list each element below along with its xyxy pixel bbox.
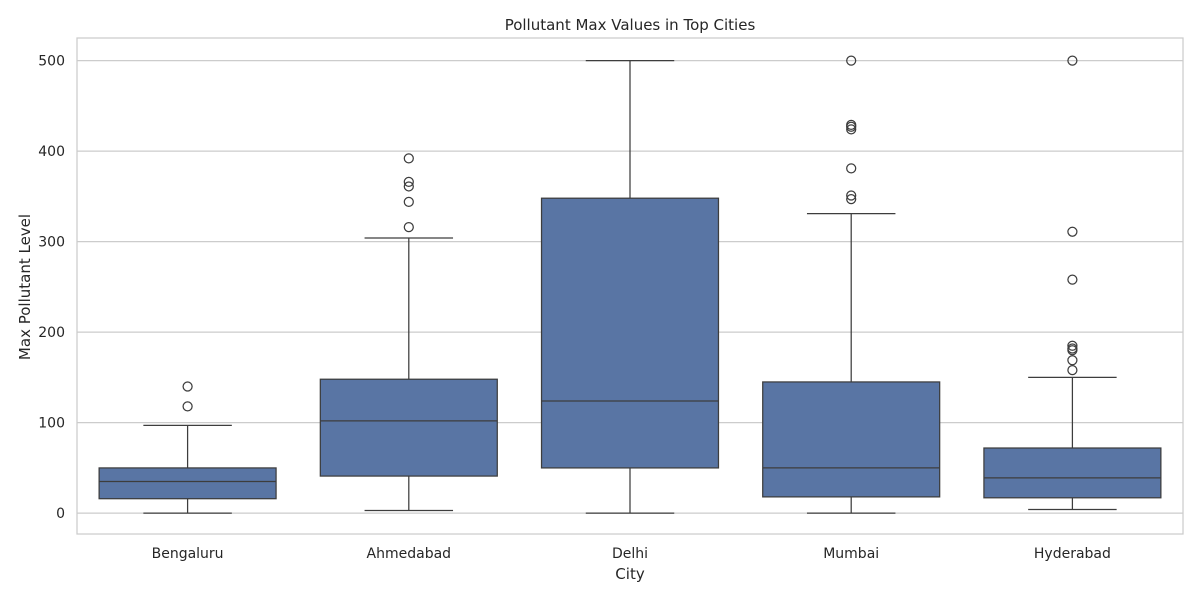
x-tick-labels: Bengaluru Ahmedabad Delhi Mumbai Hyderabad: [152, 546, 1111, 562]
box-mumbai: [762, 55, 941, 514]
outlier-point: [1067, 55, 1078, 66]
box-hyderabad: [983, 55, 1162, 511]
outlier-point: [846, 124, 857, 135]
x-tick-label: Hyderabad: [1034, 546, 1111, 562]
outlier-point: [1067, 343, 1078, 354]
outlier-point: [403, 176, 414, 188]
boxes: [98, 55, 1162, 514]
box-delhi: [540, 60, 720, 514]
outlier-point: [403, 153, 414, 164]
box-iqr: [319, 378, 498, 477]
outlier-point: [1067, 355, 1078, 366]
outlier-point: [846, 193, 857, 205]
y-axis-label: Max Pollutant Level: [16, 214, 34, 360]
box-iqr: [983, 447, 1162, 499]
outlier-point: [846, 119, 857, 131]
x-axis-label: City: [615, 565, 645, 583]
outlier-point: [182, 401, 193, 412]
outlier-point: [1067, 365, 1078, 376]
outlier-point: [1067, 340, 1078, 351]
y-tick-label: 500: [38, 54, 65, 70]
outlier-point: [846, 190, 857, 201]
outlier-point: [846, 163, 857, 174]
outlier-point: [182, 381, 193, 392]
box-iqr: [540, 197, 720, 469]
outlier-point: [403, 196, 414, 207]
box-bengaluru: [98, 381, 277, 514]
y-tick-label: 0: [56, 506, 65, 522]
plot-frame: [76, 37, 1184, 535]
y-tick-label: 400: [38, 144, 65, 160]
x-tick-label: Delhi: [612, 546, 648, 562]
outlier-point: [403, 222, 414, 233]
y-tick-label: 100: [38, 416, 65, 432]
y-tick-label: 200: [38, 325, 65, 341]
y-tick-label: 300: [38, 235, 65, 251]
outlier-point: [1067, 274, 1078, 285]
box-iqr: [98, 467, 277, 500]
x-tick-label: Ahmedabad: [367, 546, 452, 562]
chart-title: Pollutant Max Values in Top Cities: [505, 16, 756, 34]
y-tick-labels: 0 100 200 300 400 500: [38, 54, 65, 523]
outlier-point: [403, 181, 414, 192]
outlier-point: [1067, 226, 1078, 237]
x-tick-label: Bengaluru: [152, 546, 224, 562]
x-tick-label: Mumbai: [823, 546, 879, 562]
box-iqr: [762, 381, 941, 498]
outlier-point: [846, 55, 857, 66]
box-ahmedabad: [319, 153, 498, 512]
